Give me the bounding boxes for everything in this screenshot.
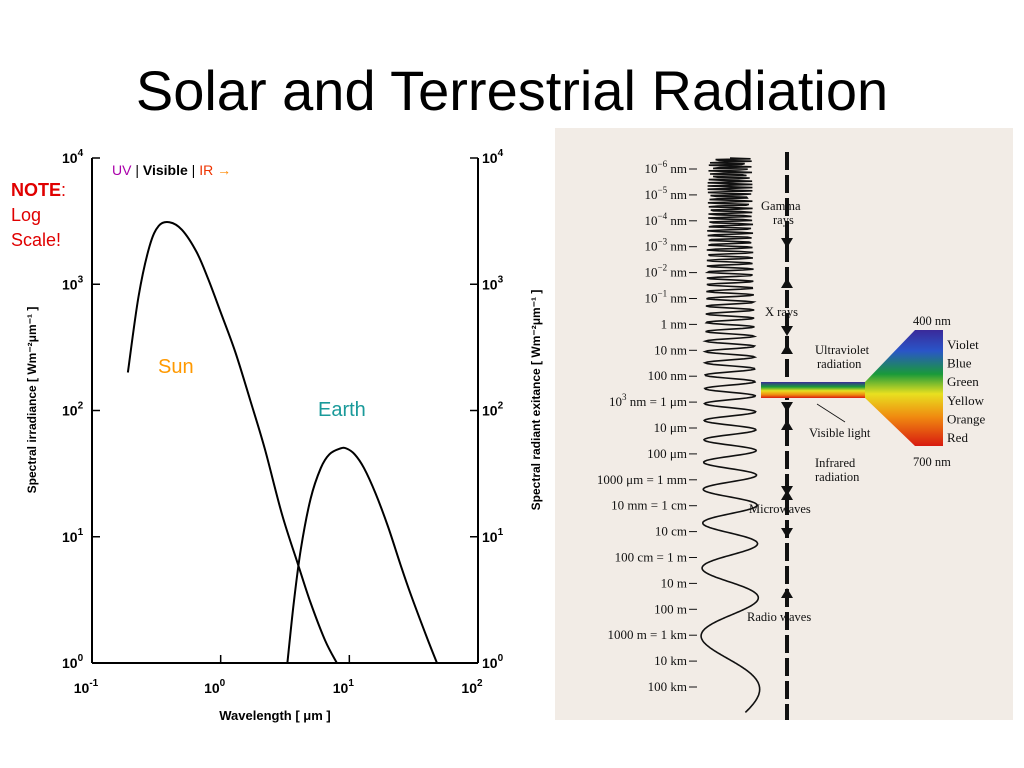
legend-ir: IR bbox=[199, 162, 214, 178]
y-axis-label-left: Spectral irradiance [ Wm⁻²μm⁻¹ ] bbox=[25, 307, 39, 494]
prism-color-label: Blue bbox=[947, 356, 972, 371]
y-tick-label-left: 100 bbox=[62, 653, 84, 671]
y-tick-label-right: 104 bbox=[482, 148, 504, 166]
chart-series bbox=[126, 220, 438, 664]
arrow-down-icon bbox=[781, 326, 793, 336]
x-axis-label: Wavelength [ μm ] bbox=[219, 708, 330, 723]
arrow-up-icon bbox=[781, 588, 793, 598]
y-tick-label-left: 103 bbox=[62, 274, 84, 292]
log-scale-note: NOTE: Log Scale! bbox=[11, 178, 66, 253]
series-sun-line bbox=[126, 220, 338, 664]
slide-title: Solar and Terrestrial Radiation bbox=[135, 59, 889, 122]
earth-curve-label: Earth bbox=[318, 399, 366, 421]
wavelength-label: 1000 μm = 1 mm bbox=[597, 472, 687, 487]
wavelength-label: 100 cm = 1 m bbox=[615, 550, 687, 565]
arrow-up-icon bbox=[781, 344, 793, 354]
arrow-up-icon bbox=[781, 490, 793, 500]
wavelength-label: 100 nm bbox=[648, 368, 687, 383]
region-microwaves: Microwaves bbox=[749, 502, 811, 516]
arrow-down-icon bbox=[781, 402, 793, 412]
wavelength-band-legend: UV | Visible | IR → bbox=[112, 162, 231, 178]
prism-color-label: Red bbox=[947, 430, 968, 445]
wavelength-label: 1000 m = 1 km bbox=[607, 627, 687, 642]
y-tick-label-right: 102 bbox=[482, 401, 504, 419]
legend-separator: | bbox=[191, 162, 196, 178]
arrow-down-icon bbox=[781, 528, 793, 538]
chart-axes bbox=[91, 157, 479, 664]
region-xrays: X rays bbox=[765, 305, 798, 319]
y-axis-label-right: Spectral radiant exitance [ Wm⁻²μm⁻¹ ] bbox=[529, 290, 543, 511]
wavelength-label: 10−5 nm bbox=[645, 185, 687, 202]
y-tick-label-right: 101 bbox=[482, 527, 504, 545]
y-tick-label-left: 104 bbox=[62, 148, 84, 166]
wavelength-label: 10−1 nm bbox=[645, 289, 687, 306]
legend-separator: | bbox=[135, 162, 139, 178]
right-arrow-icon: → bbox=[217, 162, 232, 178]
x-tick-label: 100 bbox=[204, 678, 226, 696]
arrow-up-icon bbox=[781, 278, 793, 288]
wavelength-label: 100 μm bbox=[647, 446, 687, 461]
y-tick-label-left: 101 bbox=[62, 527, 84, 545]
region-gamma-2: rays bbox=[773, 213, 794, 227]
prism-color-label: Violet bbox=[947, 337, 979, 352]
em-wave-curve bbox=[700, 157, 761, 713]
series-earth-line bbox=[286, 446, 438, 664]
wavelength-label: 10 km bbox=[654, 653, 687, 668]
legend-visible: Visible bbox=[142, 162, 188, 178]
x-tick-label: 101 bbox=[333, 678, 355, 696]
wavelength-label: 10−4 nm bbox=[645, 211, 687, 228]
wavelength-label: 10 μm bbox=[654, 420, 687, 435]
y-tick-label-right: 103 bbox=[482, 274, 504, 292]
note-line-scale: Scale! bbox=[11, 230, 62, 250]
y-tick-label-right: 100 bbox=[482, 653, 504, 671]
region-radio: Radio waves bbox=[747, 610, 811, 624]
arrow-down-icon bbox=[781, 238, 793, 248]
region-visible: Visible light bbox=[809, 426, 871, 440]
visible-light-beam bbox=[761, 382, 865, 398]
x-tick-label: 102 bbox=[461, 678, 483, 696]
prism-color-label: Green bbox=[947, 374, 979, 389]
wavelength-label: 10 m bbox=[661, 575, 687, 590]
spectrum-region-arrows bbox=[781, 238, 793, 598]
prism-color-label: Yellow bbox=[947, 393, 985, 408]
wavelength-label: 10−6 nm bbox=[645, 159, 687, 176]
wavelength-label: 100 m bbox=[654, 601, 687, 616]
spectrum-wavelength-labels: 10−6 nm 10−5 nm 10−4 nm 10−3 nm 10−2 nm 10−1 … bbox=[597, 159, 697, 694]
chart-tick-labels: 10-1 100 101 102 100 100 101 101 102 102 103 103 104… bbox=[62, 148, 504, 696]
region-infrared-2: radiation bbox=[815, 470, 860, 484]
radiation-chart: 10-1 100 101 102 100 100 101 101 102 102 103 103 104… bbox=[25, 148, 543, 723]
region-uv-2: radiation bbox=[817, 357, 862, 371]
region-infrared: Infrared bbox=[815, 456, 856, 470]
prism-top-label: 400 nm bbox=[913, 314, 951, 328]
prism-color-label: Orange bbox=[947, 411, 985, 426]
sun-curve-label: Sun bbox=[158, 356, 194, 378]
arrow-up-icon bbox=[781, 420, 793, 430]
visible-light-pointer bbox=[816, 403, 846, 423]
wavelength-label: 103 nm = 1 μm bbox=[609, 392, 687, 409]
y-tick-label-left: 102 bbox=[62, 401, 84, 419]
region-gamma: Gamma bbox=[761, 199, 801, 213]
electromagnetic-spectrum-figure: 10−6 nm 10−5 nm 10−4 nm 10−3 nm 10−2 nm 10−1 … bbox=[555, 128, 1013, 720]
wavelength-label: 10−2 nm bbox=[645, 263, 687, 280]
visible-spectrum-fan bbox=[865, 330, 943, 446]
note-label: NOTE bbox=[11, 180, 62, 200]
prism-bottom-label: 700 nm bbox=[913, 455, 951, 469]
x-tick-label: 10-1 bbox=[74, 678, 99, 696]
wavelength-label: 10−3 nm bbox=[645, 237, 687, 254]
wavelength-label: 10 cm bbox=[655, 524, 687, 539]
wavelength-label: 10 nm bbox=[654, 342, 687, 357]
wavelength-label: 1 nm bbox=[661, 316, 687, 331]
region-uv: Ultraviolet bbox=[815, 343, 870, 357]
note-line-log: Log bbox=[11, 205, 42, 225]
wavelength-label: 10 mm = 1 cm bbox=[611, 498, 687, 513]
note-colon: : bbox=[61, 180, 67, 200]
legend-uv: UV bbox=[112, 162, 132, 178]
prism-color-labels: Violet Blue Green Yellow Orange Red bbox=[947, 337, 985, 445]
wavelength-label: 100 km bbox=[648, 679, 687, 694]
